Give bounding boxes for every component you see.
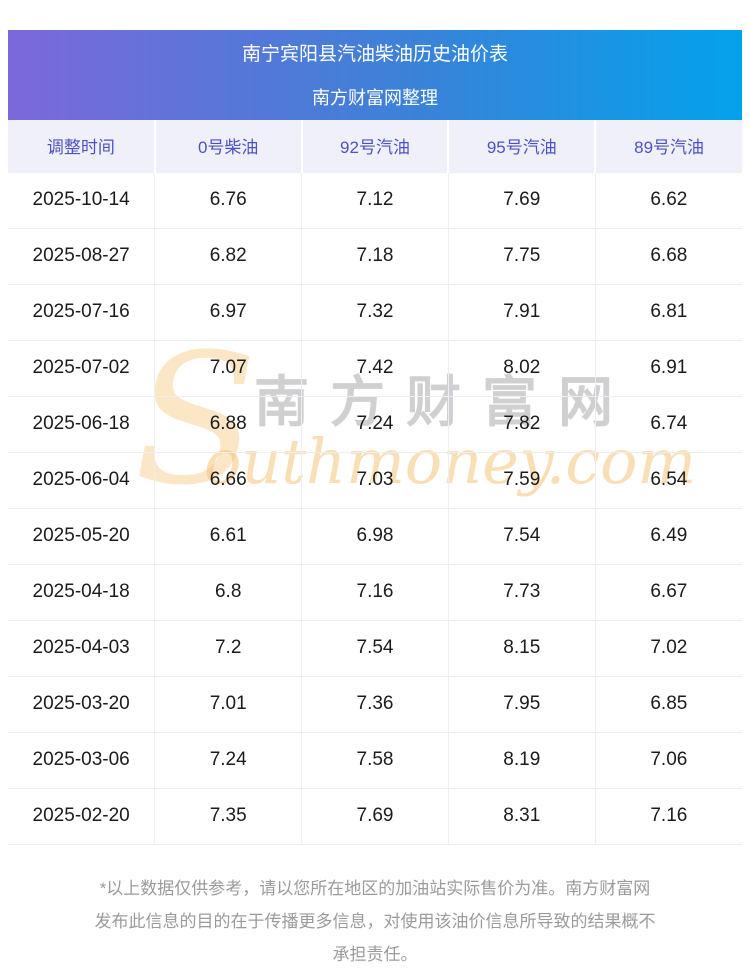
price-cell: 7.95	[448, 675, 596, 732]
date-cell: 2025-05-20	[8, 507, 156, 564]
price-cell: 7.32	[301, 283, 449, 340]
price-cell: 7.54	[301, 619, 449, 676]
column-header-2: 92号汽油	[301, 120, 450, 172]
price-cell: 7.2	[154, 619, 303, 676]
price-cell: 6.66	[154, 451, 303, 508]
column-header-4: 89号汽油	[595, 120, 742, 172]
date-cell: 2025-06-18	[8, 395, 156, 452]
date-cell: 2025-03-06	[8, 731, 156, 788]
price-cell: 7.24	[301, 395, 449, 452]
price-cell: 6.54	[595, 451, 742, 508]
price-cell: 7.73	[448, 563, 596, 620]
price-cell: 7.36	[301, 675, 449, 732]
column-header-0: 调整时间	[8, 120, 156, 172]
price-cell: 6.49	[595, 507, 742, 564]
date-cell: 2025-02-20	[8, 787, 156, 845]
price-cell: 7.54	[448, 507, 596, 564]
disclaimer-line: 发布此信息的目的在于传播更多信息，对使用该油价信息所导致的结果概不	[94, 911, 656, 931]
price-cell: 7.16	[301, 563, 449, 620]
price-cell: 7.24	[154, 731, 303, 788]
disclaimer-line: 承担责任。	[332, 944, 418, 964]
price-cell: 6.68	[595, 227, 742, 284]
title-banner: 南宁宾阳县汽油柴油历史油价表 南方财富网整理	[8, 30, 742, 120]
page-title: 南宁宾阳县汽油柴油历史油价表	[241, 44, 508, 65]
price-cell: 6.85	[595, 675, 742, 732]
date-cell: 2025-04-18	[8, 563, 156, 620]
price-cell: 7.58	[301, 731, 449, 788]
table-row: 2025-07-16 6.97 7.32 7.91 6.81	[8, 283, 742, 340]
price-cell: 7.06	[595, 731, 742, 788]
price-cell: 6.91	[595, 339, 742, 396]
column-header-3: 95号汽油	[448, 120, 597, 172]
price-cell: 7.07	[154, 339, 303, 396]
price-cell: 7.03	[301, 451, 449, 508]
price-cell: 7.18	[301, 227, 449, 284]
date-cell: 2025-04-03	[8, 619, 156, 676]
price-cell: 7.35	[154, 787, 303, 845]
price-cell: 6.8	[154, 563, 303, 620]
table-row: 2025-06-18 6.88 7.24 7.82 6.74	[8, 395, 742, 452]
price-cell: 6.67	[595, 563, 742, 620]
oil-price-table: 调整时间 0号柴油 92号汽油 95号汽油 89号汽油 2025-10-14 6.76 7.…	[8, 120, 742, 845]
date-cell: 2025-08-27	[8, 227, 156, 284]
price-cell: 6.76	[154, 171, 303, 228]
table-row: 2025-07-02 7.07 7.42 8.02 6.91	[8, 339, 742, 396]
price-cell: 8.31	[448, 787, 596, 845]
price-cell: 6.97	[154, 283, 303, 340]
price-cell: 7.42	[301, 339, 449, 396]
table-row: 2025-03-20 7.01 7.36 7.95 6.85	[8, 675, 742, 732]
price-cell: 8.02	[448, 339, 596, 396]
date-cell: 2025-07-16	[8, 283, 156, 340]
table-row: 2025-04-03 7.2 7.54 8.15 7.02	[8, 619, 742, 676]
date-cell: 2025-10-14	[8, 171, 156, 228]
oil-price-page: 南宁宾阳县汽油柴油历史油价表 南方财富网整理 S 南方财富网 outhmoney…	[8, 0, 742, 971]
price-cell: 7.91	[448, 283, 596, 340]
price-cell: 6.82	[154, 227, 303, 284]
column-header-1: 0号柴油	[154, 120, 303, 172]
table-row: 2025-10-14 6.76 7.12 7.69 6.62	[8, 171, 742, 228]
table-body: 2025-10-14 6.76 7.12 7.69 6.62 2025-08-27 6.82…	[8, 171, 742, 845]
price-cell: 7.12	[301, 171, 449, 228]
disclaimer-line: *以上数据仅供参考，请以您所在地区的加油站实际售价为准。南方财富网	[99, 878, 651, 898]
page-subtitle: 南方财富网整理	[312, 88, 438, 108]
table-header: 调整时间 0号柴油 92号汽油 95号汽油 89号汽油	[8, 120, 742, 172]
price-cell: 7.02	[595, 619, 742, 676]
price-cell: 8.15	[448, 619, 596, 676]
price-cell: 7.59	[448, 451, 596, 508]
date-cell: 2025-06-04	[8, 451, 156, 508]
price-cell: 7.01	[154, 675, 303, 732]
table-row: 2025-02-20 7.35 7.69 8.31 7.16	[8, 787, 742, 845]
price-cell: 7.16	[595, 787, 742, 845]
date-cell: 2025-03-20	[8, 675, 156, 732]
price-cell: 7.82	[448, 395, 596, 452]
price-cell: 7.69	[301, 787, 449, 845]
date-cell: 2025-07-02	[8, 339, 156, 396]
table-row: 2025-08-27 6.82 7.18 7.75 6.68	[8, 227, 742, 284]
price-cell: 6.81	[595, 283, 742, 340]
price-cell: 7.75	[448, 227, 596, 284]
price-cell: 6.62	[595, 171, 742, 228]
price-cell: 6.61	[154, 507, 303, 564]
price-cell: 6.74	[595, 395, 742, 452]
table-row: 2025-03-06 7.24 7.58 8.19 7.06	[8, 731, 742, 788]
table-header-row: 调整时间 0号柴油 92号汽油 95号汽油 89号汽油	[8, 120, 742, 172]
price-cell: 6.98	[301, 507, 449, 564]
price-cell: 7.69	[448, 171, 596, 228]
table-row: 2025-05-20 6.61 6.98 7.54 6.49	[8, 507, 742, 564]
table-row: 2025-04-18 6.8 7.16 7.73 6.67	[8, 563, 742, 620]
price-cell: 8.19	[448, 731, 596, 788]
price-cell: 6.88	[154, 395, 303, 452]
disclaimer: *以上数据仅供参考，请以您所在地区的加油站实际售价为准。南方财富网 发布此信息的目…	[8, 872, 742, 971]
table-row: 2025-06-04 6.66 7.03 7.59 6.54	[8, 451, 742, 508]
